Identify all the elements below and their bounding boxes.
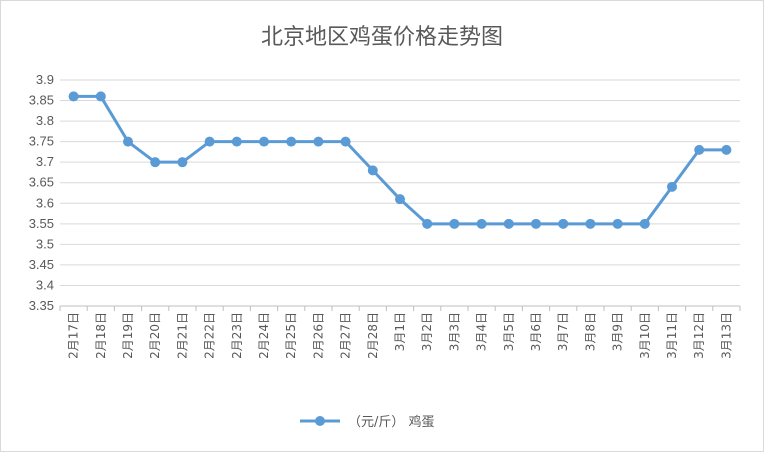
x-tick-label: 2月23日	[230, 312, 244, 359]
legend-marker	[315, 416, 325, 426]
x-tick-label: 3月13日	[719, 312, 733, 359]
x-tick-label: 2月20日	[148, 312, 162, 359]
y-tick-label: 3.9	[36, 72, 54, 87]
x-tick-label: 3月1日	[393, 312, 407, 351]
x-tick-label: 3月4日	[475, 312, 489, 351]
y-axis-ticks: 3.35 3.4 3.45 3.5 3.55 3.6 3.65 3.7 3.75 3.8 3.85 3…	[29, 72, 54, 313]
data-point	[612, 218, 623, 229]
x-tick-label: 2月17日	[67, 312, 81, 359]
data-point	[95, 91, 106, 102]
series-layer	[68, 91, 732, 229]
x-tick-label: 2月22日	[203, 312, 217, 359]
x-tick-label: 2月27日	[339, 312, 353, 359]
y-tick-label: 3.4	[36, 277, 54, 292]
y-tick-label: 3.45	[29, 257, 54, 272]
data-point	[503, 218, 514, 229]
x-tick-label: 2月21日	[175, 312, 189, 359]
data-point	[286, 136, 297, 147]
data-point	[639, 218, 650, 229]
legend-label: （元/斤） 鸡蛋	[348, 414, 435, 430]
data-point	[694, 144, 705, 155]
data-point	[177, 157, 188, 168]
x-tick-label: 3月12日	[692, 312, 706, 359]
x-tick-label: 3月2日	[420, 312, 434, 351]
y-tick-label: 3.5	[36, 236, 54, 251]
x-tick-label: 2月24日	[257, 312, 271, 359]
legend: （元/斤） 鸡蛋	[300, 414, 435, 430]
data-point	[231, 136, 242, 147]
x-tick-label: 3月7日	[556, 312, 570, 351]
y-tick-label: 3.65	[29, 175, 54, 190]
data-point	[395, 194, 405, 205]
x-tick-label: 3月10日	[638, 312, 652, 359]
data-point	[721, 144, 732, 155]
x-tick-label: 3月11日	[665, 312, 679, 359]
series-line	[73, 94, 727, 226]
x-axis-ticks: 2月17日 2月18日 2月19日 2月20日 2月21日 2月22日 2月23日 2月24日…	[59, 306, 741, 359]
data-point	[531, 218, 541, 229]
y-tick-label: 3.55	[29, 216, 54, 231]
x-tick-label: 3月8日	[583, 312, 597, 351]
data-point	[476, 218, 487, 229]
data-point	[150, 157, 161, 168]
x-tick-label: 2月28日	[366, 312, 380, 359]
y-tick-label: 3.8	[36, 113, 54, 128]
data-point	[367, 165, 378, 176]
data-point	[585, 218, 596, 229]
x-tick-label: 2月19日	[121, 312, 135, 359]
gridlines	[60, 79, 740, 307]
data-point	[123, 136, 133, 147]
x-tick-label: 3月9日	[611, 312, 625, 351]
x-tick-label: 2月26日	[311, 312, 325, 359]
data-point	[259, 136, 269, 147]
data-point	[558, 218, 569, 229]
y-tick-label: 3.75	[29, 134, 54, 149]
data-point	[449, 218, 460, 229]
x-tick-label: 2月18日	[94, 312, 108, 359]
data-point	[204, 136, 215, 147]
x-tick-label: 3月3日	[447, 312, 461, 351]
x-tick-label: 3月5日	[502, 312, 516, 351]
x-tick-label: 3月6日	[529, 312, 543, 351]
data-point	[667, 181, 677, 192]
y-tick-label: 3.35	[29, 298, 54, 313]
data-point	[422, 218, 433, 229]
y-tick-label: 3.85	[29, 93, 54, 108]
chart-title: 北京地区鸡蛋价格走势图	[261, 25, 503, 50]
data-point	[313, 136, 324, 147]
data-point	[340, 136, 351, 147]
x-tick-label: 2月25日	[284, 312, 298, 359]
y-tick-label: 3.7	[36, 154, 54, 169]
data-point	[68, 91, 79, 102]
y-tick-label: 3.6	[36, 195, 54, 210]
